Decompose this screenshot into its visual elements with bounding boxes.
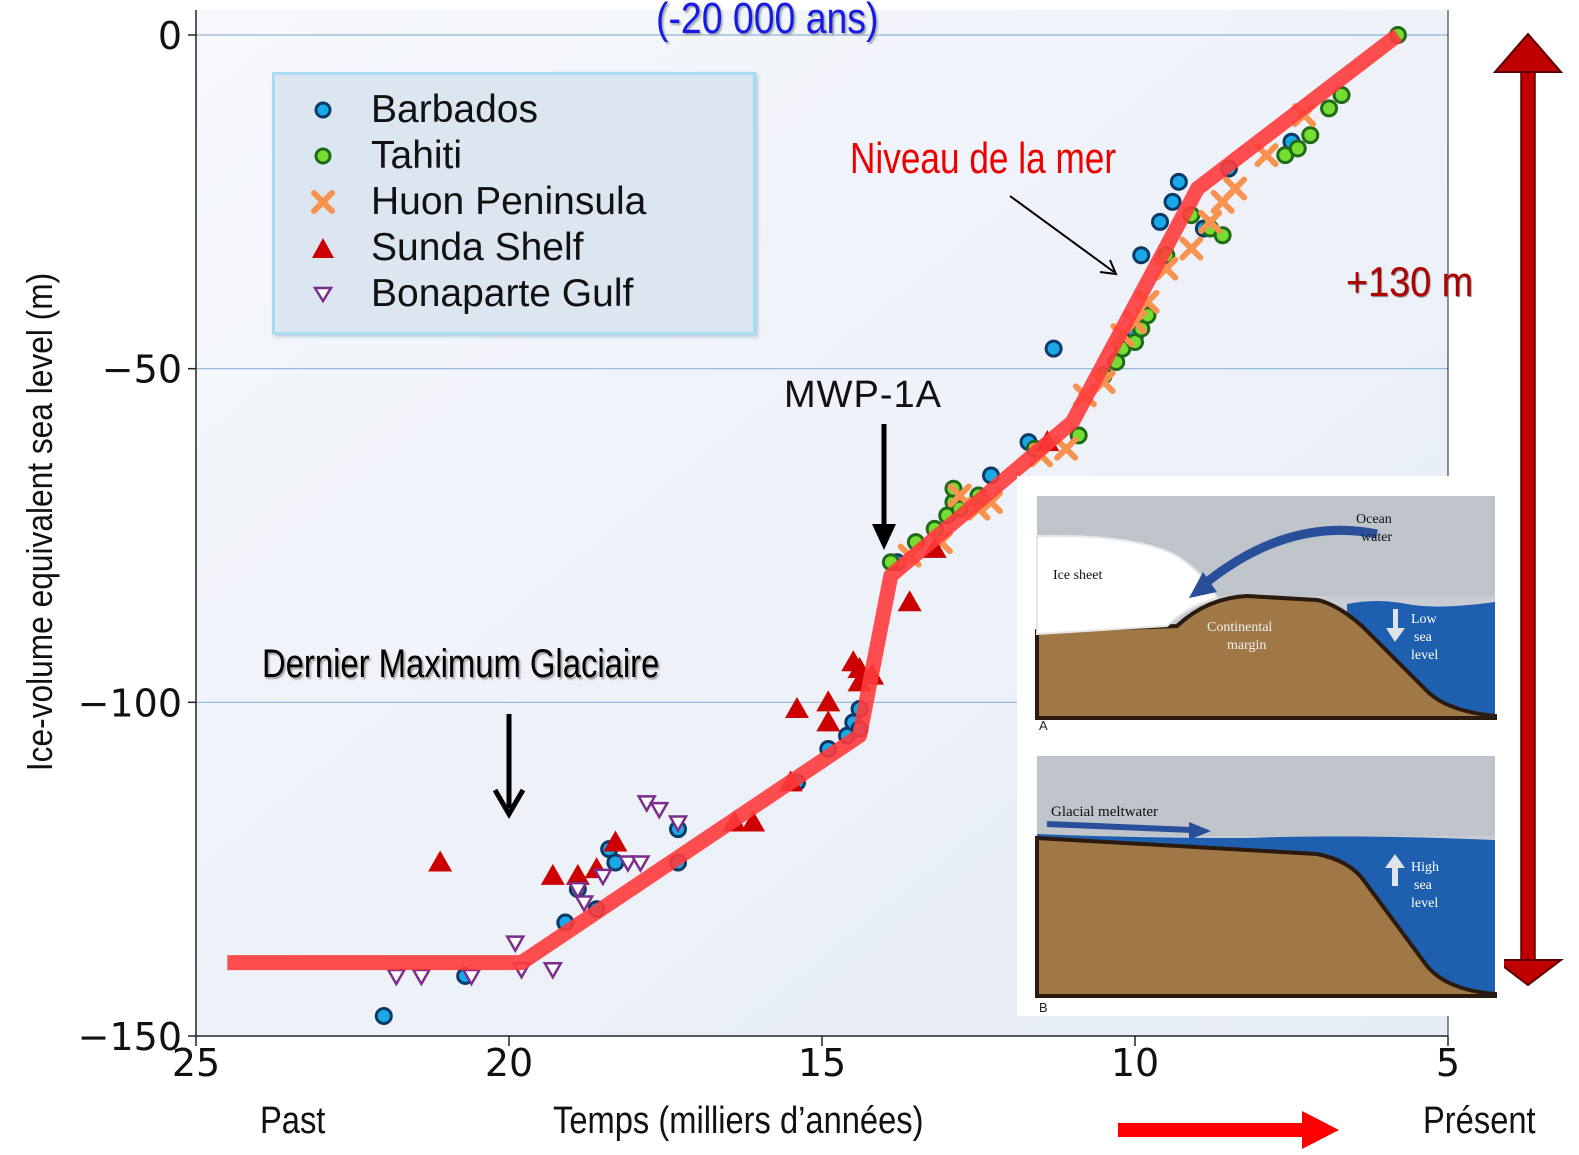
point-sunda-shelf (816, 690, 841, 712)
x-marker-icon (311, 190, 335, 214)
point-huon-peninsula (1198, 209, 1223, 234)
schematic-illustration (1035, 496, 1497, 998)
legend-label: Huon Peninsula (371, 180, 647, 223)
point-sunda-shelf (897, 590, 922, 612)
point-sunda-shelf (540, 863, 565, 885)
sea-level-schematic-inset: A Ice sheet Ocean water Continental marg… (1017, 476, 1504, 1016)
panel-a (1035, 496, 1497, 720)
y-tick-label: −50 (102, 348, 182, 392)
point-huon-peninsula (1223, 176, 1248, 201)
point-sunda-shelf (816, 710, 841, 732)
legend-label: Barbados (371, 88, 538, 131)
inset-high-sea-1: High (1411, 860, 1439, 875)
legend-label: Bonaparte Gulf (371, 272, 634, 315)
legend-item-tahiti: Tahiti (275, 133, 462, 179)
point-bonaparte-gulf (592, 868, 614, 887)
y-tick-label: −150 (78, 1015, 182, 1059)
legend-label: Sunda Shelf (371, 226, 584, 269)
x-tick-label: 10 (1111, 1041, 1159, 1085)
point-huon-peninsula (947, 483, 972, 508)
y-tick-label: 0 (158, 14, 182, 58)
dmg-label: Dernier Maximum Glaciaire (262, 642, 660, 686)
point-bonaparte-gulf (505, 935, 526, 954)
range-label: +130 m (1346, 258, 1474, 305)
inset-high-sea-3: level (1411, 896, 1439, 911)
inset-b-letter: B (1039, 1000, 1048, 1015)
triangle-down-marker-icon (312, 286, 334, 304)
present-label: Présent (1423, 1100, 1536, 1142)
point-barbados (1044, 339, 1063, 358)
inset-high-sea-2: sea (1414, 878, 1432, 893)
triangle-up-marker-icon (312, 238, 334, 258)
mwp-label: MWP-1A (784, 374, 942, 416)
x-axis-label: Temps (milliers d’années) (553, 1100, 924, 1142)
point-bonaparte-gulf (573, 895, 595, 914)
inset-ocean-label-1: Ocean (1356, 512, 1392, 527)
point-huon-peninsula (1179, 236, 1204, 261)
inset-meltwater-label: Glacial meltwater (1051, 804, 1159, 820)
point-barbados (1132, 246, 1151, 265)
mwp-arrow (872, 424, 896, 550)
point-tahiti (1320, 99, 1339, 118)
point-bonaparte-gulf (667, 815, 689, 833)
chart-title: (-20 000 ans) (656, 0, 879, 43)
x-tick-label: 15 (798, 1041, 846, 1085)
inset-ocean-label-2: water (1361, 530, 1393, 545)
sea-level-trend-line (227, 29, 1403, 971)
point-barbados (1169, 172, 1188, 191)
x-tick-label: 5 (1436, 1041, 1460, 1085)
sea-level-label: Niveau de la mer (850, 134, 1117, 183)
time-direction-arrow (1118, 1111, 1339, 1149)
circle-marker-icon (314, 101, 332, 119)
legend-label: Tahiti (371, 134, 463, 177)
point-bonaparte-gulf (617, 855, 639, 874)
inset-low-sea-3: level (1411, 648, 1439, 663)
sea-level-pointer-arrow (1009, 195, 1118, 276)
x-tick-label: 20 (485, 1041, 533, 1085)
inset-low-sea-2: sea (1414, 630, 1432, 645)
panel-b (1035, 756, 1497, 998)
point-sunda-shelf (428, 850, 453, 872)
inset-margin-label-2: margin (1227, 638, 1267, 653)
legend: Barbados Tahiti Huon Peninsula Sunda She… (272, 72, 756, 335)
x-tick-label: 25 (172, 1041, 220, 1085)
point-sunda-shelf (741, 810, 766, 832)
point-bonaparte-gulf (542, 962, 563, 980)
point-bonaparte-gulf (649, 801, 670, 820)
point-bonaparte-gulf (630, 855, 651, 874)
point-barbados (374, 1006, 393, 1025)
point-huon-peninsula (1054, 436, 1079, 461)
point-tahiti (1288, 139, 1307, 158)
inset-margin-label-1: Continental (1207, 620, 1273, 635)
inset-a-letter: A (1039, 718, 1048, 733)
point-tahiti (1301, 126, 1320, 145)
point-bonaparte-gulf (567, 881, 589, 900)
point-sunda-shelf (565, 863, 590, 885)
point-sunda-shelf (603, 830, 628, 852)
legend-item-bonaparte-gulf: Bonaparte Gulf (275, 271, 633, 317)
inset-low-sea-1: Low (1411, 612, 1437, 627)
point-sunda-shelf (784, 697, 809, 719)
y-tick-label: −100 (78, 681, 182, 725)
range-double-arrow (1492, 32, 1564, 987)
point-barbados (1163, 192, 1182, 211)
legend-item-sunda-shelf: Sunda Shelf (275, 225, 584, 271)
point-barbados (1151, 212, 1170, 231)
circle-marker-icon (314, 147, 332, 165)
legend-item-barbados: Barbados (275, 87, 538, 133)
dmg-arrow (492, 714, 526, 819)
past-label: Past (260, 1100, 326, 1142)
y-axis-label: Ice-volume equivalent sea level (m) (19, 272, 60, 772)
legend-item-huon-peninsula: Huon Peninsula (275, 179, 646, 225)
inset-ice-sheet-label: Ice sheet (1053, 568, 1103, 583)
